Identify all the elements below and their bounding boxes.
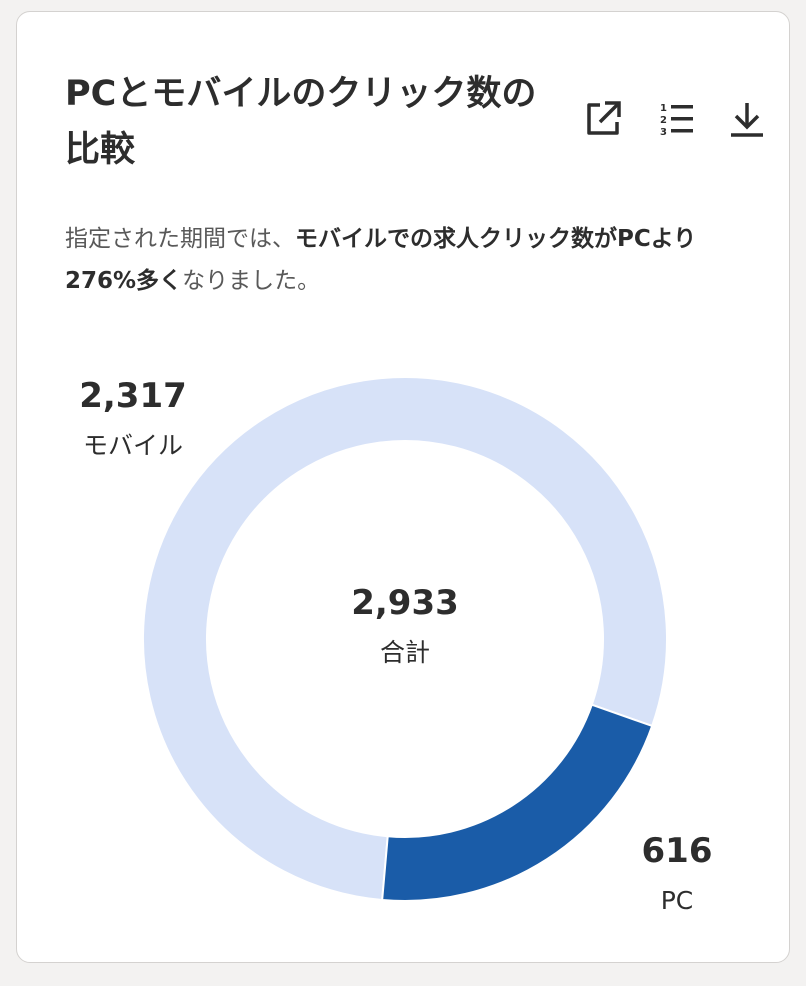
summary-suffix: なりました。 [182, 268, 321, 294]
open-in-new-icon[interactable] [581, 97, 625, 141]
donut-slice-mobile[interactable] [141, 376, 668, 902]
svg-text:3: 3 [660, 127, 667, 138]
summary-prefix: 指定された期間では、 [65, 226, 295, 252]
slice-labels: 2,317 モバイル 616 PC [79, 376, 712, 915]
slice-value-label: 2,317 [79, 376, 187, 416]
card-title: PCとモバイルのクリック数の比較 [65, 74, 537, 170]
card-summary: 指定された期間では、モバイルでの求人クリック数がPCより276%多くなりました。 [65, 218, 755, 302]
svg-text:2: 2 [660, 115, 667, 126]
slice-category-label: PC [661, 886, 694, 915]
numbered-list-icon[interactable]: 1 2 3 [653, 97, 697, 141]
slice-value-label: 616 [642, 831, 713, 871]
center-total-value: 2,933 [351, 583, 459, 623]
donut-segments [141, 376, 668, 902]
download-icon[interactable] [725, 97, 769, 141]
svg-text:1: 1 [660, 103, 667, 114]
chart-card: PCとモバイルのクリック数の比較 1 2 3 指定された期間では、モバイルでの求… [16, 11, 790, 963]
slice-category-label: モバイル [83, 431, 183, 460]
donut-slice-pc[interactable] [381, 703, 654, 902]
donut-chart: 2,933 合計 2,317 モバイル 616 PC [79, 376, 712, 915]
center-total-label: 合計 [380, 638, 430, 667]
summary-highlight: モバイルでの求人クリック数がPCより276%多く [65, 226, 697, 294]
